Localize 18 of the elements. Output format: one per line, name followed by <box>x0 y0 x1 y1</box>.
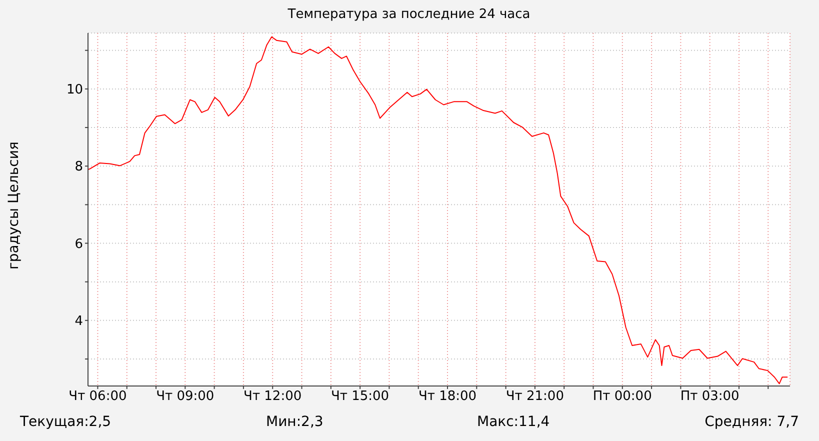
text: Средняя: 7,7 <box>704 414 799 430</box>
x-tick-label: Чт 18:00 <box>418 389 477 404</box>
y-tick-label: 4 <box>74 314 83 330</box>
y-tick-label: 6 <box>74 236 83 252</box>
chart-title: Температура за последние 24 часа <box>286 7 530 22</box>
x-tick-label: Пт 00:00 <box>592 389 652 404</box>
x-tick-label: Чт 12:00 <box>244 389 302 404</box>
x-tick-label: Чт 15:00 <box>331 389 390 404</box>
text: Текущая:2,5 <box>20 414 112 430</box>
x-tick-label: Чт 21:00 <box>506 389 564 404</box>
x-tick-label: Чт 09:00 <box>156 389 214 404</box>
text: Мин:2,3 <box>266 414 324 430</box>
x-tick-label: Пт 03:00 <box>680 389 740 404</box>
y-axis-title: градусы Цельсия <box>6 142 22 270</box>
text: Макс:11,4 <box>477 414 550 430</box>
x-tick-label: Чт 06:00 <box>68 389 127 404</box>
y-tick-label: 10 <box>66 82 83 98</box>
y-tick-label: 8 <box>74 160 83 175</box>
